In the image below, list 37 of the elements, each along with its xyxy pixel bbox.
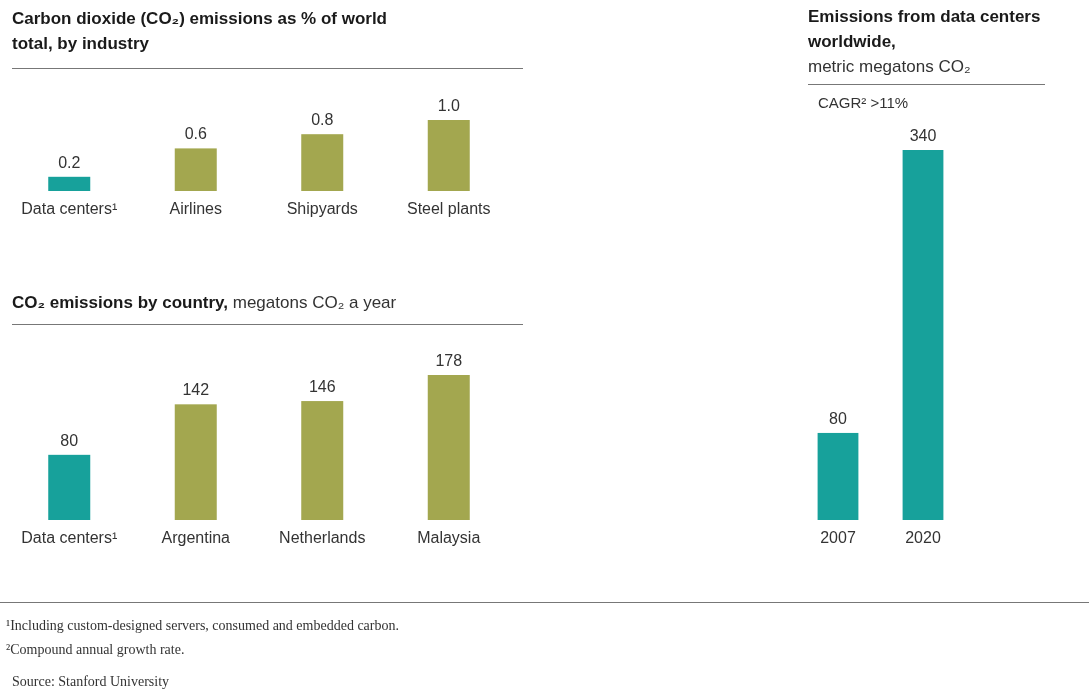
text: ²Compound annual growth rate. bbox=[6, 642, 185, 658]
data-label: 340 bbox=[909, 127, 937, 144]
bar bbox=[174, 148, 217, 191]
bar bbox=[174, 404, 217, 520]
text: ¹Including custom-designed servers, consumed and embedded carbon. bbox=[6, 618, 399, 634]
data-label: 80 bbox=[829, 409, 847, 427]
data-label: 80 bbox=[60, 431, 79, 449]
chart-subtitle: metric megatons CO₂ bbox=[808, 56, 971, 78]
source-note: Source: Stanford University bbox=[12, 674, 170, 690]
text: CAGR² >11% bbox=[818, 94, 909, 111]
x-tick-label: Steel plants bbox=[406, 200, 491, 218]
data-label: 146 bbox=[308, 378, 336, 396]
x-tick-label: Data centers¹ bbox=[21, 200, 118, 218]
chart-subtitle: megatons CO₂ a year bbox=[232, 293, 397, 312]
x-tick-label: Netherlands bbox=[279, 529, 366, 547]
bar bbox=[427, 375, 470, 520]
bar bbox=[48, 176, 91, 191]
x-tick-label: Shipyards bbox=[286, 200, 358, 218]
bar bbox=[301, 134, 344, 191]
x-tick-label: Airlines bbox=[169, 200, 222, 218]
x-tick-label: Argentina bbox=[161, 529, 231, 547]
x-tick-label: 2007 bbox=[820, 529, 856, 547]
chart-title: Emissions from data centers worldwide, bbox=[808, 7, 1041, 51]
data-label: 0.8 bbox=[311, 111, 334, 129]
x-tick-label: 2020 bbox=[905, 529, 941, 547]
x-tick-label: Malaysia bbox=[417, 529, 481, 547]
data-label: 0.6 bbox=[184, 125, 207, 143]
data-label: 142 bbox=[182, 381, 210, 399]
data-label: 1.0 bbox=[437, 97, 460, 114]
bar bbox=[48, 454, 91, 520]
data-label: 178 bbox=[435, 352, 463, 369]
bar bbox=[427, 120, 470, 191]
chart-title: Carbon dioxide (CO₂) emissions as % of world total, by industry bbox=[12, 9, 387, 53]
data-label: 0.2 bbox=[58, 153, 81, 171]
chart-title: CO₂ emissions by country, bbox=[12, 293, 229, 312]
bar bbox=[301, 401, 344, 520]
x-tick-label: Data centers¹ bbox=[21, 529, 118, 547]
